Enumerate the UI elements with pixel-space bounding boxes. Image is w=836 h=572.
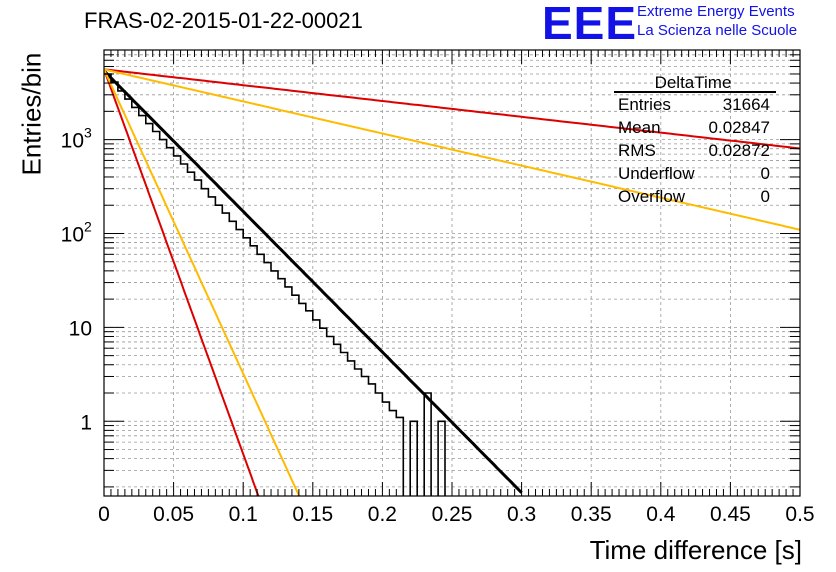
y-axis-label: Entries/bin xyxy=(16,52,47,176)
org-name-line2: La Scienza nelle Scuole xyxy=(637,22,798,39)
grid-lines xyxy=(104,49,800,496)
stats-box: DeltaTime Entries 31664 Mean 0.02847 RMS… xyxy=(614,73,776,206)
axis-ticks xyxy=(103,49,801,496)
stats-value-rms: 0.02872 xyxy=(709,141,770,160)
x-tick-label: 0.45 xyxy=(710,503,751,526)
stats-value-entries: 31664 xyxy=(723,95,770,114)
band-curve xyxy=(104,68,800,231)
stats-value-overflow: 0 xyxy=(761,187,770,206)
stats-value-mean: 0.02847 xyxy=(709,118,770,137)
band-curve xyxy=(104,68,800,150)
histogram xyxy=(104,73,446,496)
x-tick-label: 0.4 xyxy=(646,503,676,526)
x-tick-label: 0.35 xyxy=(571,503,612,526)
x-tick-label: 0.3 xyxy=(507,503,536,526)
y-tick-exponent: 2 xyxy=(84,218,92,234)
fit-curve xyxy=(104,69,523,494)
stats-value-underflow: 0 xyxy=(761,164,770,183)
stats-label-entries: Entries xyxy=(618,95,671,114)
y-tick-label: 10 xyxy=(69,317,92,340)
stats-label-overflow: Overflow xyxy=(618,187,686,206)
eee-logo: EEE xyxy=(542,0,638,49)
x-tick-label: 0.5 xyxy=(785,503,814,526)
x-tick-label: 0.1 xyxy=(229,503,258,526)
band-curve xyxy=(104,68,301,496)
curves xyxy=(104,68,800,496)
x-tick-label: 0.25 xyxy=(432,503,473,526)
x-axis-label: Time difference [s] xyxy=(589,535,802,565)
stats-label-rms: RMS xyxy=(618,141,656,160)
stats-title: DeltaTime xyxy=(655,73,732,92)
x-tick-label: 0.05 xyxy=(153,503,194,526)
x-tick-label: 0.2 xyxy=(368,503,397,526)
band-curve xyxy=(104,68,260,496)
x-tick-label: 0 xyxy=(98,503,110,526)
histogram-outline xyxy=(104,73,446,496)
y-tick-label: 10 xyxy=(61,130,84,153)
org-name-line1: Extreme Energy Events xyxy=(637,3,795,20)
y-tick-label: 1 xyxy=(80,411,92,434)
chart-title: FRAS-02-2015-01-22-00021 xyxy=(84,8,363,33)
tick-labels: 0 0.05 0.1 0.15 0.2 0.25 0.3 0.35 0.4 0.45 0.5 1 10 1… xyxy=(61,125,815,526)
x-tick-label: 0.15 xyxy=(292,503,333,526)
stats-label-underflow: Underflow xyxy=(618,164,695,183)
stats-label-mean: Mean xyxy=(618,118,661,137)
y-tick-label: 10 xyxy=(61,223,84,246)
y-tick-exponent: 3 xyxy=(84,125,92,141)
